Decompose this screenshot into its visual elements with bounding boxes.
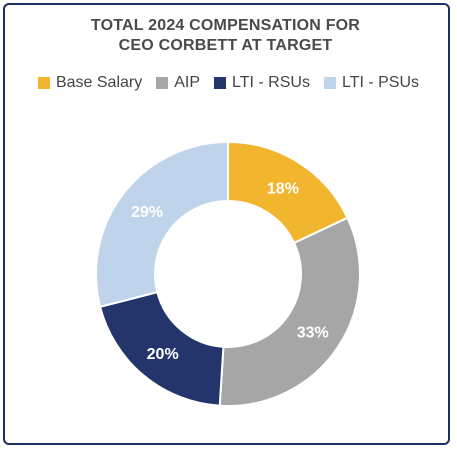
- slice-aip: [218, 216, 361, 407]
- slice-lti-psus: [95, 140, 229, 309]
- chart-title: TOTAL 2024 COMPENSATION FOR CEO CORBETT …: [0, 16, 451, 56]
- legend-swatch-lti-psus: [323, 77, 336, 89]
- legend-item-base-salary: Base Salary: [37, 74, 143, 92]
- slice-label-lti-psus: 29%: [131, 204, 163, 221]
- legend-item-lti-rsus: LTI - RSUs: [214, 74, 310, 92]
- donut-slices: [95, 140, 361, 407]
- legend-label-lti-rsus: LTI - RSUs: [232, 74, 310, 91]
- legend-item-lti-psus: LTI - PSUs: [323, 74, 420, 92]
- legend-label-base-salary: Base Salary: [55, 74, 143, 91]
- chart-legend: Base Salary AIP LTI - RSUs LTI - PSUs: [0, 74, 457, 92]
- donut-labels: 18% 33% 20% 29%: [131, 180, 329, 363]
- slice-label-base-salary: 18%: [267, 180, 299, 197]
- legend-item-aip: AIP: [156, 74, 200, 92]
- legend-label-lti-psus: LTI - PSUs: [341, 74, 420, 91]
- chart-title-line-1: TOTAL 2024 COMPENSATION FOR: [90, 17, 361, 34]
- legend-swatch-aip: [156, 77, 169, 89]
- slice-label-lti-rsus: 20%: [147, 346, 179, 363]
- slice-label-aip: 33%: [297, 325, 329, 342]
- slice-lti-rsus: [98, 290, 225, 407]
- legend-swatch-lti-rsus: [214, 77, 227, 89]
- legend-label-aip: AIP: [174, 74, 201, 91]
- chart-title-line-2: CEO CORBETT AT TARGET: [118, 37, 333, 54]
- legend-swatch-base-salary: [37, 77, 50, 89]
